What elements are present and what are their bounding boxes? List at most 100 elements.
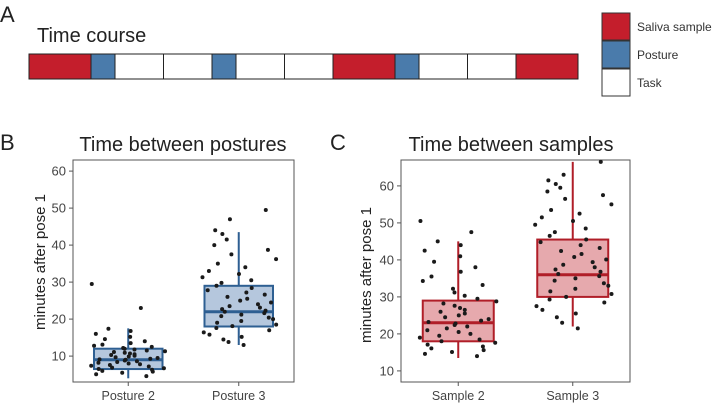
- chart-b-point: [107, 362, 112, 367]
- chart-c-point: [563, 196, 568, 201]
- chart-b-point: [126, 361, 131, 366]
- chart-b-point: [214, 283, 219, 288]
- chart-b-point: [150, 367, 155, 372]
- chart-b-xtick-label: Posture 3: [212, 389, 266, 403]
- chart-c-point: [480, 344, 485, 349]
- chart-c-point: [458, 254, 463, 259]
- timeline-segment-task: [467, 53, 517, 80]
- chart-b-point: [274, 257, 279, 262]
- chart-c-point: [533, 222, 538, 227]
- timeline-segment-task: [418, 53, 468, 80]
- chart-c-ylabel: minutes after pose 1: [358, 207, 375, 343]
- chart-c-point: [417, 335, 422, 340]
- chart-c-plot: 10 20 30 40 50 60 Sample 2 Sample 3: [380, 159, 631, 403]
- chart-c-point: [553, 182, 558, 187]
- chart-c-xtick-label: Sample 3: [546, 389, 599, 403]
- chart-b-point: [113, 355, 118, 360]
- chart-b-point: [263, 308, 268, 313]
- chart-c-point: [425, 328, 430, 333]
- chart-b-point: [161, 366, 166, 371]
- chart-b-point: [122, 350, 127, 355]
- chart-b-point: [132, 347, 137, 352]
- chart-b-point: [267, 328, 272, 333]
- chart-b-point: [214, 325, 219, 330]
- chart-b-point: [219, 280, 224, 285]
- chart-c-point: [473, 265, 478, 270]
- chart-b-point: [212, 243, 217, 248]
- chart-c-ytick-label: 20: [380, 326, 394, 341]
- chart-c-point: [477, 337, 482, 342]
- chart-c-point: [548, 289, 553, 294]
- chart-c-point: [558, 185, 563, 190]
- chart-b-xtick-label: Posture 2: [101, 389, 155, 403]
- chart-b-point: [266, 315, 271, 320]
- timeline-segment-saliva: [28, 53, 92, 80]
- chart-c-point: [552, 230, 557, 235]
- panel-label-b: B: [0, 130, 15, 155]
- chart-b-point: [121, 345, 126, 350]
- chart-c-point: [549, 207, 554, 212]
- chart-c-point: [462, 293, 467, 298]
- chart-c-point: [494, 299, 499, 304]
- chart-b-point: [123, 357, 128, 362]
- chart-c-point: [429, 274, 434, 279]
- legend-swatch-saliva: [601, 12, 631, 41]
- chart-c-point: [539, 215, 544, 220]
- chart-c-point: [606, 283, 611, 288]
- chart-c-point: [540, 307, 545, 312]
- chart-c-point: [439, 339, 444, 344]
- chart-c-point: [468, 331, 473, 336]
- chart-b-point: [245, 296, 250, 301]
- chart-b-point: [220, 232, 225, 236]
- chart-b-point: [239, 312, 244, 317]
- chart-b-point: [249, 286, 254, 291]
- legend-label-saliva: Saliva sample: [637, 20, 712, 34]
- chart-b-point: [163, 349, 168, 354]
- chart-c-point: [604, 257, 609, 262]
- chart-b-point: [274, 322, 279, 327]
- chart-b-ytick-label: 10: [52, 349, 66, 364]
- chart-b-point: [100, 342, 105, 347]
- timeline-segment-task: [284, 53, 334, 80]
- chart-b-box: [203, 284, 275, 328]
- chart-c-point: [583, 226, 588, 231]
- panel-label-c: C: [330, 130, 346, 155]
- chart-c-box: [421, 299, 495, 343]
- chart-b-point: [220, 307, 225, 312]
- chart-b-point: [97, 357, 102, 362]
- chart-c-point: [458, 306, 463, 310]
- chart-b-point: [149, 344, 154, 349]
- chart-c-point: [556, 271, 561, 276]
- chart-b-point: [219, 314, 224, 319]
- chart-c-point: [426, 320, 431, 325]
- timeline-bar: [28, 53, 579, 80]
- chart-b-point: [257, 305, 262, 310]
- chart-c-point: [553, 267, 558, 272]
- chart-c-point: [592, 265, 597, 270]
- chart-c-point: [438, 309, 443, 314]
- chart-c-point: [462, 307, 467, 312]
- chart-b-ytick-label: 20: [52, 312, 66, 327]
- chart-c-point: [456, 313, 461, 318]
- chart-c-point: [444, 326, 449, 331]
- chart-c-point: [601, 281, 606, 286]
- legend-label-posture: Posture: [637, 48, 679, 62]
- chart-c-point: [452, 303, 457, 308]
- chart-c-point: [559, 249, 564, 254]
- chart-b-point: [128, 341, 133, 346]
- chart-c-point: [564, 294, 569, 299]
- chart-c-point: [486, 317, 491, 322]
- chart-b-point: [249, 278, 254, 283]
- legend-swatch-posture: [601, 40, 631, 69]
- chart-b-point: [229, 252, 234, 257]
- timeline-segment-task: [163, 53, 213, 80]
- chart-b-point: [144, 348, 149, 353]
- chart-b-ytick-label: 30: [52, 275, 66, 290]
- chart-c-point: [584, 237, 589, 242]
- chart-b-point: [102, 337, 107, 342]
- chart-c-point: [597, 246, 602, 251]
- chart-c-point: [572, 254, 577, 259]
- chart-c-point: [441, 301, 446, 306]
- timeline-segment-posture: [211, 53, 237, 80]
- chart-c-point: [598, 159, 603, 164]
